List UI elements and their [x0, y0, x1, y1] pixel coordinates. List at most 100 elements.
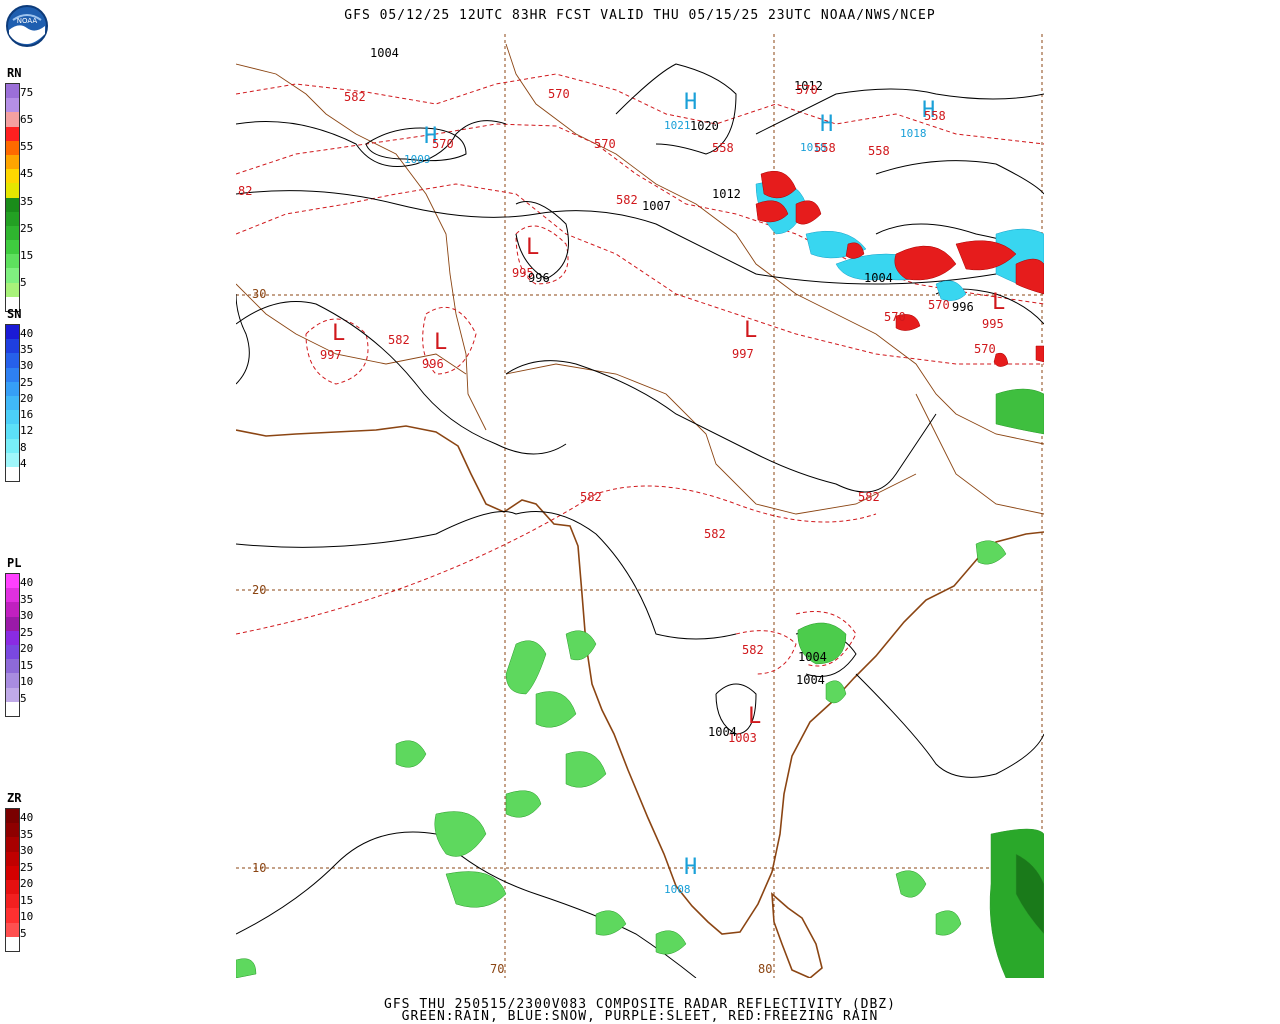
legend-swatch	[6, 837, 19, 852]
isobar-label: 1004	[708, 725, 737, 739]
thickness-label: 582	[858, 490, 880, 504]
legend-label: 16	[20, 408, 34, 422]
thickness-label: 582	[344, 90, 366, 104]
legend-swatch	[6, 879, 19, 895]
legend-label: 25	[20, 860, 34, 874]
thickness-label: 570	[884, 310, 906, 324]
legend-label: 40	[20, 576, 34, 589]
thickness-label: 582	[616, 193, 638, 207]
high-pressure-symbol: H	[922, 98, 936, 123]
thickness-label: 558	[814, 141, 836, 155]
footer-legend-key: GREEN:RAIN, BLUE:SNOW, PURPLE:SLEET, RED…	[401, 1009, 879, 1024]
thickness-label: 570	[548, 87, 570, 101]
legend-swatch	[6, 154, 19, 170]
legend-swatch	[6, 865, 19, 880]
isobar-label: 996	[952, 300, 974, 314]
isobar-label: 1012	[712, 187, 741, 201]
high-pressure-value: 1018	[800, 141, 827, 154]
legend-label: 35	[20, 343, 34, 357]
legend-swatch	[6, 588, 19, 603]
legend-swatch	[6, 922, 19, 937]
low-pressure-symbol: L	[748, 704, 762, 729]
legend-label: 25	[20, 375, 34, 389]
isobar-label: 1012	[794, 79, 823, 93]
thickness-label: 558	[712, 141, 734, 155]
legend-swatch	[6, 140, 19, 155]
low-pressure-symbol: L	[526, 235, 540, 260]
sleet-legend: PL 40 35 30 25 20 15 10 5	[5, 556, 45, 717]
thickness-label: 582	[580, 490, 602, 504]
isobars	[236, 63, 1044, 978]
isobar-label: 1004	[370, 46, 399, 60]
high-pressure-value: 1018	[900, 127, 927, 140]
legend-swatch	[6, 823, 19, 838]
isobar-label: 1004	[864, 271, 893, 285]
legend-title: PL	[7, 556, 22, 570]
legend-swatch	[6, 339, 19, 354]
thickness-label: 570	[432, 137, 454, 151]
coastline	[236, 425, 1044, 978]
rain-legend: RN 75 65 55 45 35 25 15 5	[5, 66, 45, 312]
thickness-label: 558	[924, 109, 946, 123]
lon-label-80: 80	[758, 962, 773, 976]
legend-swatch	[6, 466, 19, 482]
legend-label: 25	[20, 221, 34, 235]
low-pressure-value: 997	[320, 348, 342, 362]
forecast-map: 30 20 10 70 80 H 1021 H 1018 H 1018 H 10…	[236, 34, 1044, 978]
precip-freezing-rain	[755, 170, 1044, 367]
legend-label: 12	[20, 424, 34, 438]
high-pressure-value: 1009	[404, 153, 431, 166]
legend-swatch	[6, 574, 19, 589]
legend-title: SN	[7, 307, 22, 321]
thickness-label: 570	[928, 298, 950, 312]
legend-label: 10	[20, 910, 34, 923]
rain-color-scale: 75 65 55 45 35 25 15 5	[5, 83, 33, 312]
legend-swatch	[6, 325, 19, 340]
legend-label: 30	[20, 609, 34, 622]
legend-title: RN	[7, 66, 22, 80]
legend-label: 15	[20, 658, 34, 672]
isobar-label: 1007	[642, 199, 671, 213]
low-pressure-value: 996	[422, 357, 444, 371]
legend-label: 5	[20, 276, 27, 290]
legend-label: 15	[20, 893, 34, 907]
legend-swatch	[6, 183, 19, 198]
high-pressure-value: 1021	[664, 119, 691, 132]
legend-title: ZR	[7, 791, 22, 805]
thickness-label: 558	[868, 144, 890, 158]
legend-swatch	[6, 112, 19, 127]
legend-swatch	[6, 126, 19, 141]
legend-swatch	[6, 381, 19, 396]
legend-label: 20	[20, 391, 34, 405]
thickness-label: 570	[974, 342, 996, 356]
sleet-color-scale: 40 35 30 25 20 15 10 5	[5, 573, 33, 717]
legend-swatch	[6, 169, 19, 184]
legend-swatch	[6, 851, 19, 866]
precip-rain	[236, 388, 1044, 978]
low-pressure-value: 995	[982, 317, 1004, 331]
low-pressure-symbol: L	[744, 318, 758, 343]
thickness-label: 582	[704, 527, 726, 541]
legend-swatch	[6, 240, 19, 255]
legend-label: 20	[20, 877, 34, 890]
low-pressure-symbol: L	[992, 290, 1006, 315]
legend-swatch	[6, 211, 19, 226]
legend-label: 30	[20, 359, 34, 373]
thickness-label: 582	[388, 333, 410, 347]
high-pressure-symbol: H	[684, 90, 698, 115]
legend-swatch	[6, 630, 19, 645]
legend-label: 65	[20, 113, 34, 127]
legend-label: 40	[20, 327, 34, 340]
high-pressure-symbol: H	[820, 112, 834, 137]
legend-swatch	[6, 687, 19, 702]
legend-label: 35	[20, 194, 34, 208]
legend-swatch	[6, 809, 19, 824]
snow-legend: SN 40 35 30 25 20 16 12 8 4	[5, 307, 45, 483]
noaa-logo: NOAA	[5, 4, 49, 48]
thickness-label: 570	[594, 137, 616, 151]
legend-swatch	[6, 673, 19, 688]
legend-swatch	[6, 254, 19, 269]
legend-label: 25	[20, 625, 34, 639]
snow-color-scale: 40 35 30 25 20 16 12 8 4	[5, 324, 33, 483]
high-pressure-symbol: H	[684, 855, 698, 880]
